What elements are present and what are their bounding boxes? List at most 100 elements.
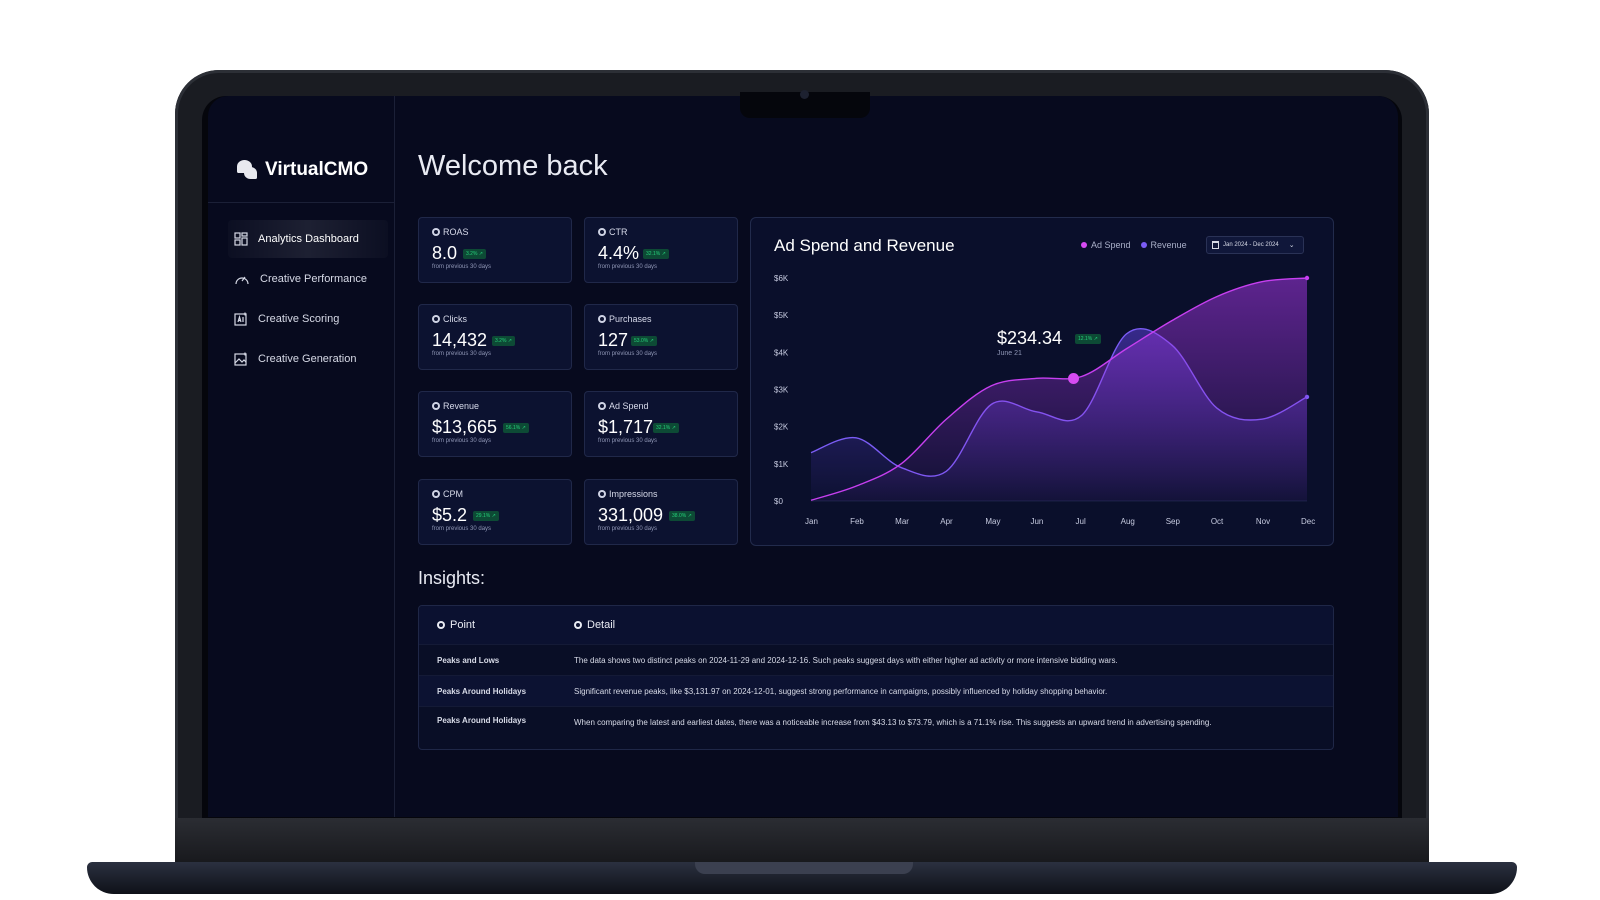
header-label: Point bbox=[450, 619, 476, 631]
x-tick-label: Nov bbox=[1256, 517, 1270, 526]
date-range-select[interactable]: Jan 2024 - Dec 2024 ⌄ bbox=[1206, 236, 1304, 254]
kpi-change-badge: 3.2% ↗ bbox=[492, 336, 515, 346]
table-row[interactable]: Peaks Around Holidays When comparing the… bbox=[419, 706, 1333, 749]
highlight-point[interactable] bbox=[1068, 372, 1080, 384]
header-point[interactable]: Point bbox=[419, 619, 574, 631]
kpi-change-badge: 3.2% ↗ bbox=[463, 249, 486, 259]
kpi-card-revenue[interactable]: Revenue $13,665 56.1% ↗ from previous 30… bbox=[418, 391, 572, 457]
sidebar-item-creative-generation[interactable]: Creative Generation bbox=[228, 340, 388, 378]
kpi-label-text: Purchases bbox=[609, 314, 652, 324]
y-tick-label: $5K bbox=[774, 311, 789, 320]
sidebar-item-creative-performance[interactable]: Creative Performance bbox=[228, 260, 388, 298]
series-end-point bbox=[1304, 275, 1310, 281]
kpi-label-text: CTR bbox=[609, 227, 628, 237]
x-tick-label: May bbox=[985, 517, 1000, 526]
kpi-value: $5.2 bbox=[432, 505, 468, 525]
kpi-subtext: from previous 30 days bbox=[598, 264, 658, 270]
kpi-label-text: Impressions bbox=[609, 489, 658, 499]
kpi-label-text: ROAS bbox=[443, 227, 469, 237]
insights-table: Point Detail Peaks and Lows The data sho… bbox=[418, 605, 1334, 750]
kpi-value: 8.0 bbox=[432, 243, 458, 263]
page-title: Welcome back bbox=[418, 150, 608, 182]
eye-icon bbox=[432, 228, 440, 236]
sidebar: VirtualCMO Analytics Dashboard Creative … bbox=[208, 96, 395, 817]
kpi-subtext: from previous 30 days bbox=[432, 438, 492, 444]
table-row[interactable]: Peaks and Lows The data shows two distin… bbox=[419, 644, 1333, 675]
y-tick-label: $4K bbox=[774, 348, 789, 357]
kpi-label: Revenue bbox=[432, 401, 479, 411]
chart-title: Ad Spend and Revenue bbox=[774, 236, 955, 255]
legend-dot bbox=[1140, 242, 1147, 248]
y-tick-label: $1K bbox=[774, 460, 789, 469]
x-tick-label: Jun bbox=[1030, 517, 1043, 526]
app-logo[interactable]: VirtualCMO bbox=[235, 158, 368, 182]
eye-icon bbox=[598, 490, 606, 498]
laptop-opening-notch bbox=[695, 862, 913, 874]
cell-point: Peaks Around Holidays bbox=[437, 716, 527, 725]
y-tick-label: $2K bbox=[774, 423, 789, 432]
y-tick-label: $3K bbox=[774, 386, 789, 395]
sidebar-item-label: Analytics Dashboard bbox=[258, 233, 359, 245]
x-tick-label: Aug bbox=[1121, 517, 1135, 526]
sidebar-item-label: Creative Performance bbox=[260, 273, 367, 285]
tooltip-date: June 21 bbox=[997, 350, 1022, 357]
cell-detail: When comparing the latest and earliest d… bbox=[574, 718, 1212, 727]
kpi-value: $1,717 bbox=[598, 417, 654, 437]
sidebar-item-label: Creative Generation bbox=[258, 353, 357, 365]
sidebar-divider bbox=[208, 202, 394, 203]
kpi-subtext: from previous 30 days bbox=[432, 264, 492, 270]
kpi-label-text: Clicks bbox=[443, 314, 467, 324]
legend-item-revenue[interactable]: Revenue bbox=[1140, 240, 1187, 250]
calendar-icon bbox=[1212, 241, 1219, 249]
table-row[interactable]: Peaks Around Holidays Significant revenu… bbox=[419, 675, 1333, 706]
kpi-subtext: from previous 30 days bbox=[598, 526, 658, 532]
x-tick-label: Feb bbox=[850, 517, 864, 526]
kpi-label: Purchases bbox=[598, 314, 652, 324]
kpi-label: ROAS bbox=[432, 227, 469, 237]
cell-detail: The data shows two distinct peaks on 202… bbox=[574, 655, 1118, 665]
eye-icon bbox=[574, 621, 582, 629]
x-tick-label: Jan bbox=[805, 517, 818, 526]
x-tick-label: Dec bbox=[1301, 517, 1315, 526]
table-header: Point Detail bbox=[419, 606, 1333, 644]
kpi-value: 331,009 bbox=[598, 505, 664, 525]
x-tick-label: Jul bbox=[1076, 517, 1086, 526]
legend-item-ad-spend[interactable]: Ad Spend bbox=[1081, 240, 1131, 250]
kpi-card-clicks[interactable]: Clicks 14,432 3.2% ↗ from previous 30 da… bbox=[418, 304, 572, 370]
legend-label: Ad Spend bbox=[1091, 240, 1131, 250]
series-line-ad-spend[interactable] bbox=[810, 277, 1308, 501]
chart-plot: $0 $1K $2K $3K $4K $5K $6K Jan Feb Mar Apr May Jun Ju… bbox=[774, 274, 1315, 526]
kpi-subtext: from previous 30 days bbox=[432, 351, 492, 357]
tooltip-change-badge: 12.1% ↗ bbox=[1075, 334, 1101, 344]
tooltip-value: $234.34 bbox=[997, 328, 1063, 348]
sidebar-item-creative-scoring[interactable]: Creative Scoring bbox=[228, 300, 388, 338]
eye-icon bbox=[598, 315, 606, 323]
kpi-label: Impressions bbox=[598, 489, 658, 499]
kpi-card-purchases[interactable]: Purchases 127 53.0% ↗ from previous 30 d… bbox=[584, 304, 738, 370]
header-detail[interactable]: Detail bbox=[574, 619, 1214, 632]
gauge-icon bbox=[235, 276, 249, 285]
kpi-card-roas[interactable]: ROAS 8.0 3.2% ↗ from previous 30 days bbox=[418, 217, 572, 283]
kpi-card-ad-spend[interactable]: Ad Spend $1,717 32.1% ↗ from previous 30… bbox=[584, 391, 738, 457]
ai-chart-icon bbox=[234, 312, 247, 326]
kpi-label: CTR bbox=[598, 227, 628, 237]
kpi-change-badge: 29.1% ↗ bbox=[473, 511, 499, 521]
kpi-card-ctr[interactable]: CTR 4.4% 32.1% ↗ from previous 30 days bbox=[584, 217, 738, 283]
kpi-change-badge: 32.1% ↗ bbox=[653, 423, 679, 433]
eye-icon bbox=[437, 621, 445, 629]
cell-detail: Significant revenue peaks, like $3,131.9… bbox=[574, 686, 1108, 696]
kpi-label-text: Revenue bbox=[443, 401, 480, 411]
kpi-value: 4.4% bbox=[598, 243, 640, 263]
kpi-card-cpm[interactable]: CPM $5.2 29.1% ↗ from previous 30 days bbox=[418, 479, 572, 545]
eye-icon bbox=[432, 490, 440, 498]
kpi-value: $13,665 bbox=[432, 417, 498, 437]
cell-point: Peaks and Lows bbox=[437, 655, 500, 665]
kpi-label: Clicks bbox=[432, 314, 467, 324]
chart-legend: Ad Spend Revenue bbox=[1081, 240, 1187, 250]
insights-title: Insights: bbox=[418, 568, 486, 588]
kpi-card-impressions[interactable]: Impressions 331,009 38.0% ↗ from previou… bbox=[584, 479, 738, 545]
eye-icon bbox=[432, 315, 440, 323]
camera-icon bbox=[800, 90, 809, 99]
y-tick-label: $6K bbox=[774, 274, 789, 283]
sidebar-item-analytics-dashboard[interactable]: Analytics Dashboard bbox=[228, 220, 388, 258]
